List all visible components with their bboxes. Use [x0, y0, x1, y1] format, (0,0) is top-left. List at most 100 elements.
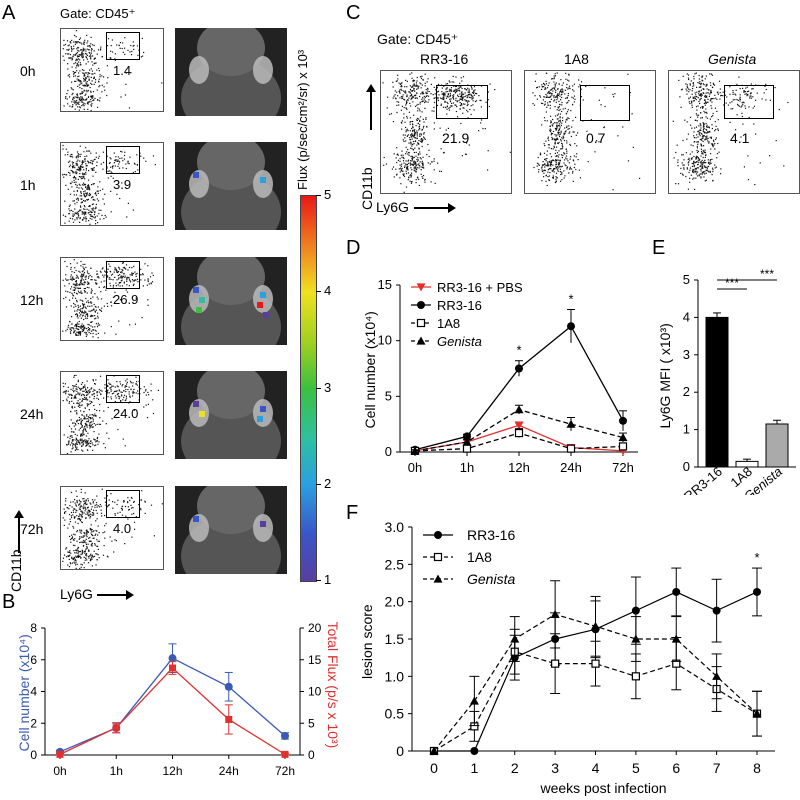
panel-c-flow-1a8-event [549, 89, 551, 91]
panel-a-flow-24h-event [86, 399, 88, 401]
panel-a-flow-72h-event [91, 512, 94, 514]
panel-c-flow-genista-event [712, 171, 714, 173]
panel-a-flow-72h-event [115, 540, 117, 542]
panel-c-flow-plot-rr3-16 [380, 70, 512, 194]
panel-a-flow-12h-event [76, 322, 79, 324]
panel-c-flow-genista-event [703, 125, 705, 127]
panel-a-flow-12h-event [88, 283, 90, 285]
panel-c-flow-rr3-16-event [412, 127, 414, 129]
panel-c-flow-rr3-16-event [482, 128, 484, 130]
panel-f-legend-label: RR3-16 [467, 527, 515, 543]
panel-c-flow-rr3-16-event [407, 148, 409, 151]
panel-a-flow-24h-event [75, 374, 77, 376]
panel-c-flow-genista-event [708, 126, 710, 128]
panel-a-flow-24h-event [85, 394, 88, 397]
panel-c-flow-rr3-16-event [473, 94, 475, 96]
panel-a-flow-0h-event [91, 95, 93, 97]
panel-a-flow-72h-event [75, 550, 78, 552]
panel-a-flow-12h-event [82, 266, 84, 268]
panel-a-flow-1h-event [81, 201, 83, 203]
panel-c-flow-rr3-16-event [420, 83, 422, 85]
panel-a-flow-12h-event [82, 326, 84, 328]
panel-a-flow-24h-event [80, 394, 83, 397]
panel-a-flow-72h-event [79, 550, 82, 553]
panel-c-flow-genista-event [743, 166, 745, 168]
panel-a-flow-12h-event [131, 267, 133, 269]
panel-c-flow-rr3-16-event [401, 163, 403, 165]
panel-a-flow-72h-event [82, 507, 84, 510]
panel-c-flow-rr3-16-event [413, 134, 415, 136]
panel-c-flow-1a8-event [542, 161, 544, 163]
panel-a-flow-1h-event [76, 151, 79, 153]
panel-c-flow-genista-event [719, 88, 721, 90]
panel-c-flow-rr3-16-event [430, 93, 432, 95]
panel-c-flow-rr3-16-event [405, 126, 407, 128]
panel-c-flow-rr3-16-event [456, 89, 458, 91]
panel-c-flow-rr3-16-event [401, 122, 403, 124]
panel-c-flow-rr3-16-event [409, 130, 411, 132]
panel-a-flow-1h-event [91, 163, 94, 165]
panel-c-flow-genista-event [704, 95, 706, 98]
panel-c-flow-rr3-16-event [467, 87, 469, 89]
panel-a-flow-24h-event [76, 419, 79, 421]
panel-a-flow-24h-event [110, 386, 112, 389]
panel-a-flow-0h-event [110, 45, 112, 47]
panel-a-flow-12h-event [94, 318, 96, 320]
panel-a-flow-24h-event [145, 404, 147, 406]
panel-a-flow-1h-event [75, 156, 77, 158]
panel-a-flow-0h-event [91, 73, 93, 75]
panel-c-flow-1a8-event [556, 166, 558, 169]
panel-a-flow-72h-event [85, 500, 87, 502]
panel-a-flow-72h-event [84, 551, 86, 553]
panel-a-flow-1h-event [83, 169, 85, 171]
panel-a-flow-0h-event [125, 83, 127, 85]
panel-c-flow-genista-event [744, 105, 746, 107]
panel-c-flow-genista-event [695, 177, 697, 179]
panel-a-flow-12h-event [70, 278, 73, 280]
panel-a-flow-72h-event [83, 502, 85, 504]
panel-a-flow-0h-event [65, 53, 67, 55]
panel-c-flow-1a8-event [552, 176, 554, 179]
panel-c-flow-rr3-16-event [421, 129, 423, 131]
panel-c-flow-1a8-event [569, 167, 571, 169]
panel-c-flow-genista-event [716, 92, 719, 94]
panel-a-flow-0h-event [88, 84, 90, 86]
panel-c-flow-genista-event [700, 155, 702, 157]
panel-a-flow-0h-event [87, 45, 89, 47]
panel-a-flow-12h-event [96, 283, 98, 285]
panel-a-flow-24h-event [84, 384, 86, 386]
panel-a-flow-72h-event [98, 557, 100, 559]
panel-a-flow-24h-event [92, 390, 94, 393]
panel-c-flow-genista-event [694, 92, 696, 94]
panel-c-flow-rr3-16-event [418, 127, 421, 130]
panel-a-flow-24h-event [119, 381, 121, 383]
panel-c-flow-1a8-event [566, 87, 568, 89]
panel-c-flow-genista-event [704, 99, 706, 101]
panel-c-flow-rr3-16-event [461, 99, 463, 101]
panel-a-flow-0h-event [90, 101, 92, 103]
panel-c-flow-rr3-16-event [480, 106, 482, 108]
panel-c-flow-rr3-16-event [406, 128, 408, 130]
panel-a-flow-12h-event [65, 274, 67, 276]
panel-a-flow-12h-event [78, 326, 80, 328]
panel-a-flow-1h-event [112, 177, 114, 179]
luminescence-pixel [193, 516, 199, 522]
panel-c-flow-1a8-event [555, 155, 557, 158]
panel-c-flow-rr3-16-event [412, 140, 415, 143]
panel-a-flow-1h-event [85, 220, 87, 222]
panel-c-flow-genista-event [715, 128, 717, 131]
panel-c-flow-genista-event [693, 131, 695, 133]
panel-a-flow-72h-event [76, 531, 78, 533]
panel-a-flow-24h-event [83, 394, 85, 397]
panel-a-flow-24h-event [77, 423, 80, 425]
panel-a-flow-12h-event [104, 332, 106, 334]
panel-a-flow-24h-event [76, 390, 78, 392]
panel-c-flow-genista-event [700, 145, 702, 147]
panel-c-flow-1a8-event [544, 158, 546, 160]
panel-a-flow-24h-event [70, 451, 72, 453]
panel-a-flow-0h-event [69, 54, 72, 56]
panel-a-flow-1h-event [84, 200, 87, 202]
panel-a-flow-1h-event [77, 178, 79, 180]
panel-c-flow-rr3-16-event [452, 95, 454, 98]
panel-a-flow-12h-event [80, 260, 82, 263]
